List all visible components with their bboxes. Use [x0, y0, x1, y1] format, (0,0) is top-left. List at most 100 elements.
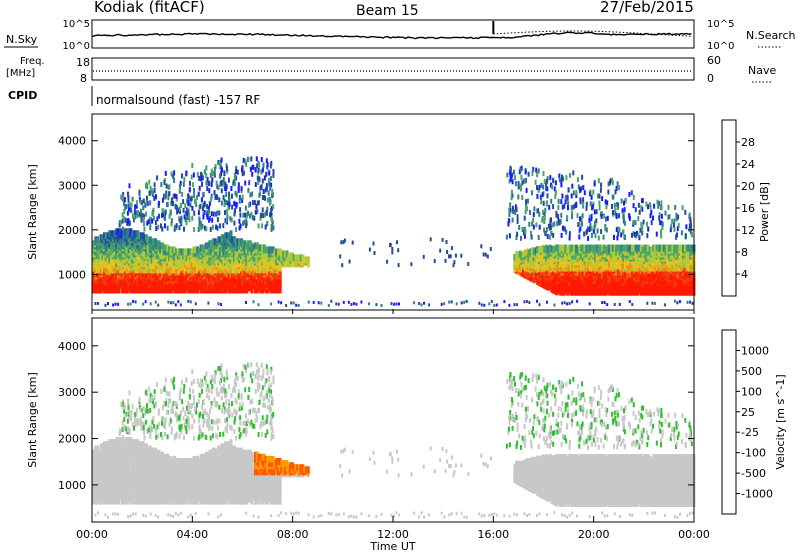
- scatter-cell: [148, 236, 152, 244]
- scatter-cell: [229, 230, 233, 238]
- scatter-cell: [251, 191, 254, 197]
- scatter-cell: [138, 232, 142, 240]
- scatter-cell: [183, 284, 187, 292]
- scatter-cell: [247, 278, 250, 286]
- nave-tick-high: 60: [707, 54, 721, 67]
- scatter-cell: [192, 182, 195, 188]
- scatter-cell: [236, 242, 240, 250]
- scatter-cell: [251, 200, 254, 206]
- scatter-cell: [190, 278, 194, 286]
- scatter-cell: [120, 264, 124, 272]
- scatter-cell: [513, 169, 515, 175]
- scatter-cell: [248, 240, 252, 248]
- scatter-cell: [156, 175, 159, 181]
- scatter-cell: [269, 246, 273, 254]
- scatter-cell: [169, 248, 173, 256]
- scatter-cell: [229, 262, 233, 270]
- scatter-cell: [581, 221, 583, 227]
- scatter-cell: [235, 227, 238, 232]
- scatter-cell: [255, 276, 259, 284]
- scatter-cell: [220, 248, 224, 256]
- scatter-cell: [196, 256, 200, 264]
- scatter-cell: [179, 187, 181, 193]
- scatter-cell: [250, 246, 254, 254]
- scatter-cell: [122, 240, 126, 248]
- scatter-cell: [269, 185, 272, 191]
- scatter-cell: [206, 254, 210, 262]
- scatter-cell: [192, 266, 196, 274]
- scatter-cell: [206, 186, 209, 192]
- scatter-cell: [213, 166, 216, 172]
- scatter-cell: [257, 223, 260, 229]
- scatter-cell: [117, 236, 121, 244]
- scatter-cell: [142, 216, 145, 222]
- scatter-cell: [153, 187, 156, 193]
- scatter-cell: [152, 250, 156, 258]
- scatter-cell: [169, 272, 173, 280]
- scatter-cell: [213, 242, 217, 250]
- scatter-cell: [131, 274, 135, 282]
- scatter-cell: [262, 280, 266, 288]
- scatter-cell: [104, 260, 108, 268]
- scatter-cell: [190, 260, 194, 268]
- scatter-cell: [157, 200, 160, 206]
- scatter-cell: [238, 218, 241, 224]
- scatter-cell: [103, 242, 106, 250]
- scatter-cell: [165, 183, 168, 189]
- scatter-cell: [199, 284, 203, 292]
- scatter-cell: [209, 172, 212, 178]
- scatter-cell: [150, 238, 154, 246]
- scatter-cell: [227, 270, 231, 278]
- scatter-cell: [164, 248, 168, 256]
- scatter-cell: [148, 258, 152, 266]
- scatter-cell: [175, 276, 178, 284]
- scatter-cell: [182, 208, 185, 213]
- scatter-cell: [108, 230, 112, 238]
- scatter-cell: [173, 272, 177, 280]
- scatter-cell: [243, 219, 246, 225]
- scatter-cell: [203, 244, 207, 252]
- scatter-cell: [263, 175, 266, 181]
- scatter-cell: [213, 238, 217, 246]
- scatter-cell: [215, 280, 219, 288]
- scatter-cell: [132, 238, 136, 246]
- scatter-cell: [234, 181, 237, 187]
- scatter-cell: [168, 268, 171, 276]
- scatter-cell: [222, 234, 226, 242]
- scatter-cell: [247, 210, 249, 216]
- scatter-cell: [189, 286, 193, 294]
- scatter-cell: [179, 218, 182, 224]
- scatter-cell: [129, 258, 133, 266]
- scatter-cell: [266, 274, 270, 282]
- scatter-cell: [254, 182, 257, 187]
- scatter-cell: [120, 230, 124, 238]
- scatter-cell: [158, 213, 160, 219]
- scatter-cell: [111, 230, 115, 238]
- scatter-cell: [271, 258, 275, 266]
- scatter-cell: [262, 189, 265, 194]
- scatter-cell: [138, 189, 141, 195]
- scatter-cell: [260, 185, 263, 191]
- scatter-cell: [127, 228, 131, 236]
- scatter-cell: [104, 232, 108, 240]
- scatter-cell: [240, 238, 243, 246]
- scatter-cell: [113, 234, 117, 242]
- scatter-cell: [210, 196, 213, 202]
- scatter-cell: [134, 282, 138, 290]
- scatter-cell: [175, 262, 178, 270]
- scatter-cell: [101, 260, 105, 268]
- nsky-tick-high: 10^5: [63, 19, 90, 30]
- scatter-cell: [233, 211, 236, 217]
- scatter-cell: [266, 266, 270, 274]
- scatter-cell: [146, 195, 148, 201]
- scatter-cell: [185, 268, 189, 276]
- scatter-cell: [115, 276, 119, 284]
- scatter-cell: [110, 272, 114, 280]
- scatter-cell: [111, 256, 115, 264]
- scatter-cell: [124, 268, 128, 276]
- scatter-cell: [233, 236, 236, 244]
- scatter-cell: [255, 246, 259, 254]
- scatter-cell: [248, 202, 251, 208]
- scatter-cell: [139, 199, 142, 205]
- scatter-cell: [200, 176, 203, 182]
